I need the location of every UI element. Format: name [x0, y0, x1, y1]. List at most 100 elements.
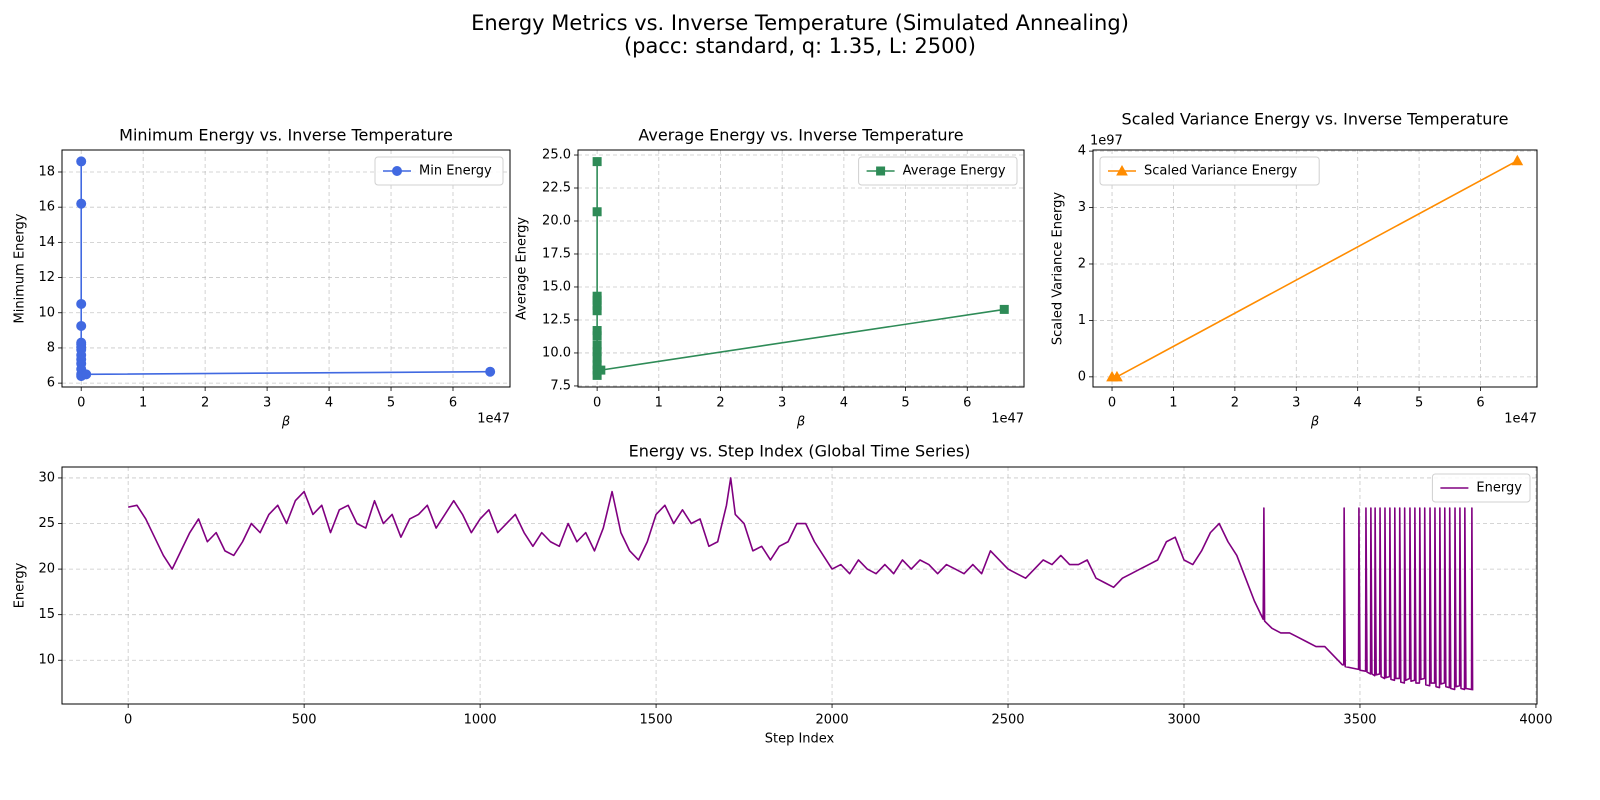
- y-tick-label: 12: [38, 270, 55, 285]
- subplot: 0 1 2 3 4 5 6 7.5 10.0 12.5 15.0 17.5 20.0 22.5 25.0 Av…: [515, 126, 1025, 430]
- y-axis-label: Average Energy: [515, 217, 530, 320]
- subplot: 0 500 1000 1500 2000 2500 3000 3500 4000 10 15 20 25…: [13, 442, 1553, 747]
- legend: Min Energy: [374, 156, 504, 186]
- y-tick-label: 2: [1078, 256, 1086, 271]
- x-tick-label: 500: [292, 713, 317, 728]
- y-tick-label: 8: [47, 340, 55, 355]
- legend-label: Scaled Variance Energy: [1144, 164, 1297, 179]
- data-line: [80, 161, 491, 377]
- marker: [81, 369, 92, 380]
- subplot-title: Average Energy vs. Inverse Temperature: [638, 126, 963, 145]
- marker: [1116, 164, 1128, 176]
- y-tick-label: 25: [38, 516, 55, 531]
- y-tick-label: 6: [47, 376, 55, 391]
- marker: [592, 157, 602, 167]
- y-axis-label: Energy: [13, 562, 28, 608]
- marker: [76, 156, 87, 167]
- legend: Scaled Variance Energy: [1099, 156, 1320, 186]
- y-axis-label: Minimum Energy: [13, 213, 28, 323]
- marker: [596, 365, 606, 375]
- y-tick-label: 0: [1078, 369, 1086, 384]
- legend-label: Energy: [1476, 481, 1522, 496]
- x-tick-label: 1000: [464, 713, 497, 728]
- x-tick-label: 2000: [816, 713, 849, 728]
- data-line: [1112, 160, 1518, 378]
- x-axis-label: Step Index: [765, 732, 835, 747]
- x-tick-label: 3: [778, 396, 786, 411]
- x-tick-label: 3: [263, 396, 271, 411]
- y-tick-label: 10.0: [542, 345, 571, 360]
- marker: [592, 306, 602, 316]
- x-tick-label: 5: [901, 396, 909, 411]
- marker: [485, 366, 496, 377]
- y-tick-label: 14: [38, 235, 55, 250]
- y-tick-label: 12.5: [542, 312, 571, 327]
- y-tick-label: 15: [38, 607, 55, 622]
- y-tick-label: 10: [38, 305, 55, 320]
- x-tick-label: 5: [1415, 396, 1423, 411]
- data-line: [128, 477, 1474, 691]
- subplot-title: Scaled Variance Energy vs. Inverse Tempe…: [1122, 110, 1509, 129]
- marker: [76, 298, 87, 309]
- x-tick-label: 3000: [1167, 713, 1200, 728]
- marker: [1511, 154, 1524, 166]
- plot-frame: [577, 149, 1025, 388]
- marker: [76, 198, 87, 209]
- x-tick-label: 0: [593, 396, 601, 411]
- legend-box: [1431, 473, 1531, 503]
- x-tick-label: 1: [1169, 396, 1177, 411]
- y-tick-label: 7.5: [550, 378, 571, 393]
- x-tick-label: 6: [449, 396, 457, 411]
- x-tick-label: 1: [139, 396, 147, 411]
- x-tick-label: 1: [655, 396, 663, 411]
- subplot: 0 1 2 3 4 5 6 0 1 2 3 4 Scaled Variance Energy vs. I…: [1051, 110, 1538, 430]
- x-tick-label: 3: [1292, 396, 1300, 411]
- legend-box: [1099, 156, 1320, 186]
- y-tick-label: 17.5: [542, 246, 571, 261]
- x-tick-label: 2: [716, 396, 724, 411]
- marker: [592, 331, 602, 341]
- y-tick-label: 20.0: [542, 213, 571, 228]
- y-tick-label: 4: [1078, 144, 1086, 159]
- y-tick-label: 1: [1078, 313, 1086, 328]
- x-tick-label: 1500: [640, 713, 673, 728]
- x-tick-label: 2: [1231, 396, 1239, 411]
- x-tick-label: 6: [1476, 396, 1484, 411]
- x-tick-label: 2500: [991, 713, 1024, 728]
- y-tick-label: 3: [1078, 200, 1086, 215]
- figure-subtitle: (pacc: standard, q: 1.35, L: 2500): [624, 34, 976, 58]
- figure-title: Energy Metrics vs. Inverse Temperature (…: [471, 11, 1129, 35]
- x-axis-label: β: [281, 415, 290, 430]
- x-tick-label: 2: [201, 396, 209, 411]
- marker: [999, 304, 1009, 314]
- legend-box: [374, 156, 504, 186]
- x-tick-label: 4: [840, 396, 848, 411]
- legend: Average Energy: [858, 156, 1018, 186]
- marker: [592, 207, 602, 217]
- x-tick-label: 0: [1108, 396, 1116, 411]
- x-tick-label: 5: [387, 396, 395, 411]
- y-tick-label: 18: [38, 164, 55, 179]
- y-tick-label: 10: [38, 653, 55, 668]
- marker: [1111, 370, 1123, 382]
- legend-label: Average Energy: [903, 164, 1006, 179]
- subplot-title: Energy vs. Step Index (Global Time Serie…: [629, 442, 971, 461]
- y-offset-text: 1e97: [1090, 134, 1123, 149]
- x-axis-label: β: [1310, 415, 1319, 430]
- x-tick-label: 0: [77, 396, 85, 411]
- y-tick-label: 22.5: [542, 181, 571, 196]
- marker: [392, 166, 402, 176]
- subplot-title: Minimum Energy vs. Inverse Temperature: [119, 126, 453, 145]
- legend-label: Min Energy: [419, 164, 492, 179]
- plot-frame: [61, 149, 511, 388]
- y-tick-label: 25.0: [542, 148, 571, 163]
- y-axis-label: Scaled Variance Energy: [1051, 192, 1066, 345]
- y-tick-label: 16: [38, 200, 55, 215]
- x-tick-label: 4000: [1519, 713, 1552, 728]
- legend: Energy: [1431, 473, 1531, 503]
- data-line: [596, 161, 1005, 377]
- x-offset-text: 1e47: [991, 412, 1024, 427]
- x-tick-label: 6: [963, 396, 971, 411]
- x-axis-label: β: [796, 415, 805, 430]
